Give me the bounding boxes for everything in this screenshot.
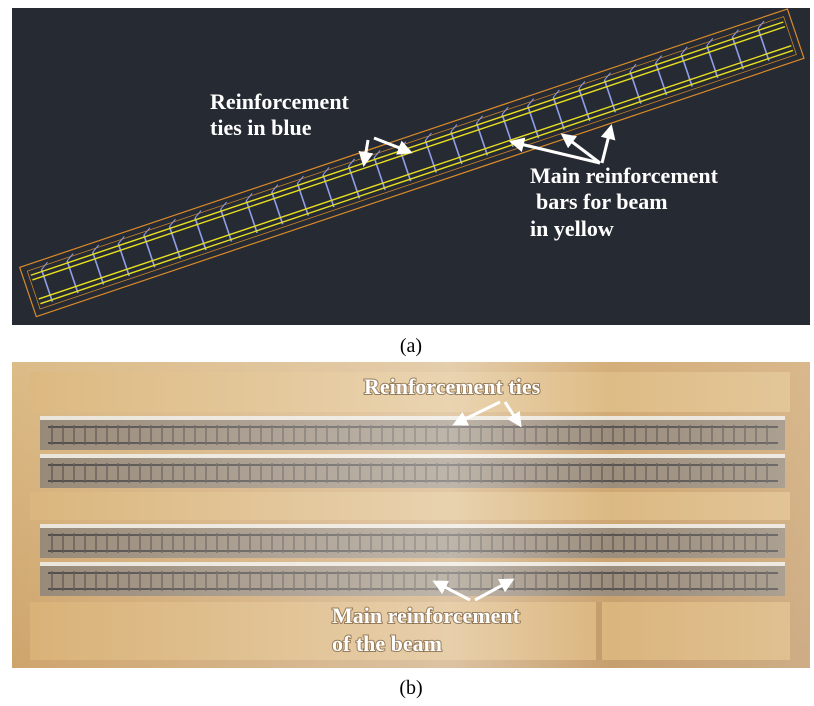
caption: (a) — [400, 335, 422, 357]
annotation: Reinforcement — [210, 89, 350, 114]
figure: Reinforcement ties in blue Main reinforc… — [0, 0, 814, 701]
annotation: Reinforcement ties — [364, 374, 541, 399]
page: {"panel_a": {"annotations": [{"lines": [… — [0, 0, 814, 701]
caption: (b) — [399, 677, 422, 699]
annotation: Main reinforcement — [530, 163, 719, 188]
annotation: bars for beam — [536, 189, 668, 214]
annotation: in yellow — [530, 216, 614, 241]
annotation: Main reinforcement — [332, 603, 521, 628]
annotation: of the beam — [332, 631, 442, 656]
annotation: ties in blue — [210, 115, 312, 140]
